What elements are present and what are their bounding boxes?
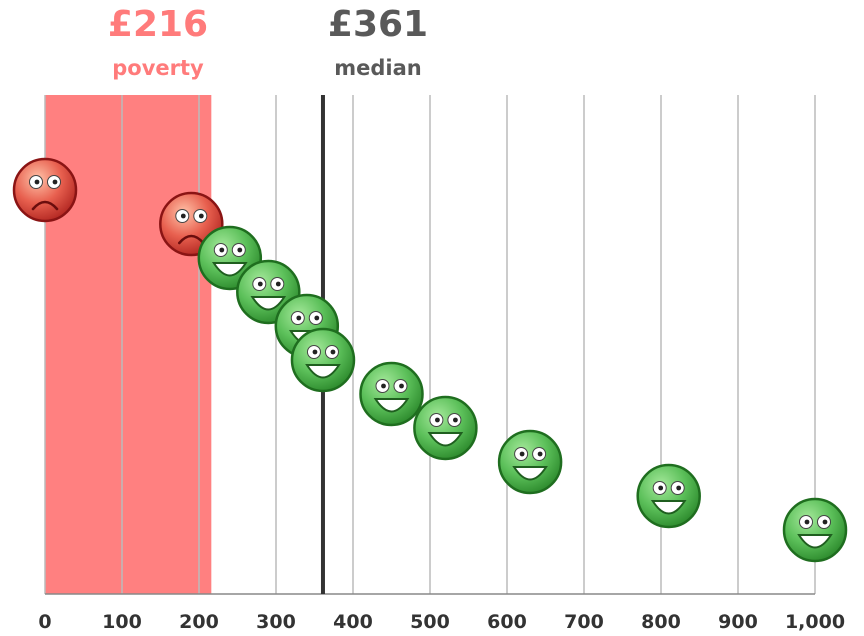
data-points: [12, 157, 848, 563]
happy-face-point: [413, 395, 478, 461]
x-tick-labels: 0 100 200 300 400 500 600 700 800 900 1,000: [38, 611, 845, 633]
happy-face-point: [290, 327, 356, 393]
x-tick-label: 1,000: [785, 611, 845, 633]
x-tick-label: 900: [718, 611, 758, 633]
x-tick-label: 0: [38, 611, 51, 633]
happy-face-point: [497, 429, 563, 495]
x-tick-label: 300: [256, 611, 296, 633]
poverty-value-label: £216: [108, 4, 208, 45]
x-tick-label: 500: [410, 611, 450, 633]
x-tick-label: 800: [641, 611, 681, 633]
x-tick-label: 700: [564, 611, 604, 633]
x-tick-label: 600: [487, 611, 527, 633]
x-tick-label: 100: [102, 611, 142, 633]
median-name-label: median: [334, 56, 421, 80]
happy-face-point: [359, 361, 424, 427]
sad-face-point: [12, 157, 78, 223]
happy-face-point: [782, 497, 848, 563]
x-tick-label: 200: [179, 611, 219, 633]
happy-face-point: [636, 463, 701, 529]
x-tick-label: 400: [333, 611, 373, 633]
poverty-name-label: poverty: [112, 56, 204, 80]
median-value-label: £361: [328, 4, 428, 45]
